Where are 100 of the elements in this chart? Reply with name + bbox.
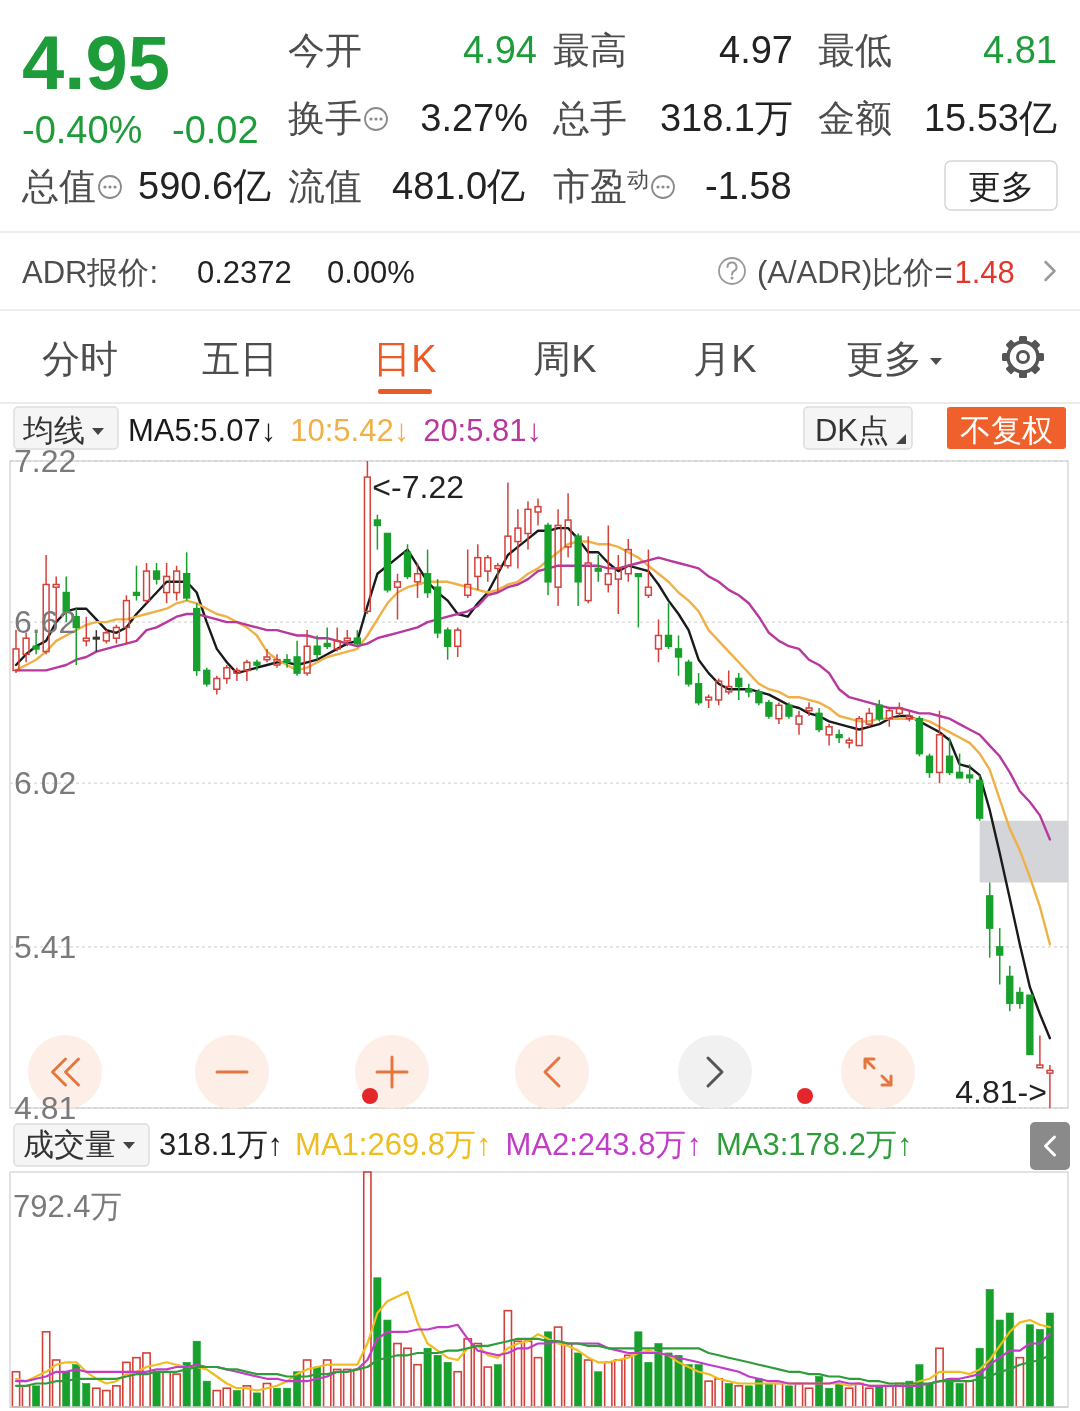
candlestick <box>594 554 602 583</box>
bar <box>935 1347 944 1408</box>
bar <box>785 1385 793 1408</box>
candlestick <box>132 564 141 602</box>
text: 4.81 <box>983 29 1057 71</box>
candlestick <box>1036 1034 1044 1069</box>
candlestick <box>413 562 422 599</box>
candlestick <box>263 648 271 664</box>
bar <box>583 1359 593 1408</box>
text: -0.02 <box>172 109 259 151</box>
bar <box>493 1364 502 1408</box>
candlestick <box>875 699 883 723</box>
text: 590.6亿 <box>138 165 272 207</box>
bar <box>152 1371 161 1408</box>
text: -1.58 <box>705 165 792 207</box>
candlestick <box>564 492 572 559</box>
candlestick <box>203 666 211 688</box>
annotation: 4.81-> <box>955 1074 1047 1110</box>
candlestick <box>223 664 231 685</box>
line-series <box>14 526 1052 1040</box>
bar <box>965 1380 975 1408</box>
bar <box>232 1390 241 1408</box>
candlestick <box>996 927 1004 986</box>
candlestick <box>654 618 663 664</box>
candlestick <box>835 728 843 744</box>
candlestick <box>22 632 30 664</box>
candlestick <box>313 634 321 661</box>
text: 1.48 <box>954 255 1015 290</box>
candlestick <box>273 653 281 669</box>
text: 月K <box>693 338 757 380</box>
candlestick <box>604 524 612 594</box>
text: MA1:269.8万↑ <box>295 1127 492 1162</box>
candlestick <box>614 554 622 615</box>
candlestick <box>965 763 974 784</box>
text: 今开 <box>288 30 362 71</box>
candlestick <box>775 701 783 725</box>
candlestick <box>825 723 833 747</box>
candlestick <box>795 709 803 736</box>
bar <box>544 1331 552 1408</box>
bar <box>1035 1329 1044 1408</box>
bar <box>1005 1312 1014 1408</box>
bar <box>724 1383 733 1408</box>
candlestick <box>815 707 823 733</box>
candlestick <box>644 548 653 599</box>
candlestick <box>765 699 773 720</box>
candlestick <box>122 594 131 645</box>
candlestick <box>1046 1064 1054 1109</box>
text: 481.0亿 <box>392 165 526 207</box>
candlestick <box>664 602 673 650</box>
candlestick <box>233 666 241 682</box>
candlestick <box>162 562 171 605</box>
annotation: <-7.22 <box>372 469 464 505</box>
text: 更多 <box>968 168 1034 205</box>
text: MA5:5.07↓ <box>128 413 277 448</box>
candlestick <box>865 707 873 728</box>
candlestick <box>554 508 562 607</box>
bar <box>503 1309 513 1408</box>
text: 更多 <box>846 338 922 380</box>
candlestick <box>82 615 90 647</box>
candlestick <box>363 460 372 615</box>
bar <box>32 1385 41 1408</box>
text: MA2:243.8万↑ <box>505 1127 702 1162</box>
y-tick-label: 4.81 <box>14 1090 77 1126</box>
candlestick <box>484 554 492 583</box>
text: -0.40% <box>22 109 143 151</box>
candlestick <box>464 548 472 599</box>
bar <box>273 1387 281 1408</box>
text: 最高 <box>553 30 627 71</box>
line-series <box>14 556 1052 841</box>
bar <box>1025 1324 1034 1408</box>
bar <box>283 1387 291 1408</box>
candlestick <box>925 752 934 779</box>
candlestick <box>694 672 703 707</box>
text: 10:5.42↓ <box>290 413 410 448</box>
bar <box>253 1392 261 1408</box>
text: 4.95 <box>22 20 170 105</box>
candlestick <box>725 669 733 696</box>
candlestick <box>935 709 944 784</box>
text: 周K <box>533 338 597 380</box>
candlestick <box>584 535 592 605</box>
text: 3.27% <box>420 97 528 139</box>
text: DK点 <box>814 413 889 448</box>
bar <box>1046 1312 1054 1408</box>
text: 20:5.81↓ <box>423 413 543 448</box>
text: 分时 <box>42 338 118 380</box>
candlestick <box>945 736 954 776</box>
text: 0.2372 <box>197 255 292 290</box>
candlestick <box>393 573 402 621</box>
bar <box>875 1385 884 1408</box>
bar <box>825 1387 834 1408</box>
text: 五日 <box>202 338 278 380</box>
text: 市盈$^{动}$ <box>553 166 649 207</box>
text: 318.1万 <box>659 97 793 139</box>
bar <box>744 1385 753 1408</box>
text: 不复权 <box>960 413 1053 448</box>
candlestick <box>735 672 743 701</box>
candlestick <box>474 543 482 591</box>
text: 318.1万↑ <box>159 1127 284 1162</box>
text: 4.94 <box>463 29 537 71</box>
text: 总手 <box>552 98 627 139</box>
